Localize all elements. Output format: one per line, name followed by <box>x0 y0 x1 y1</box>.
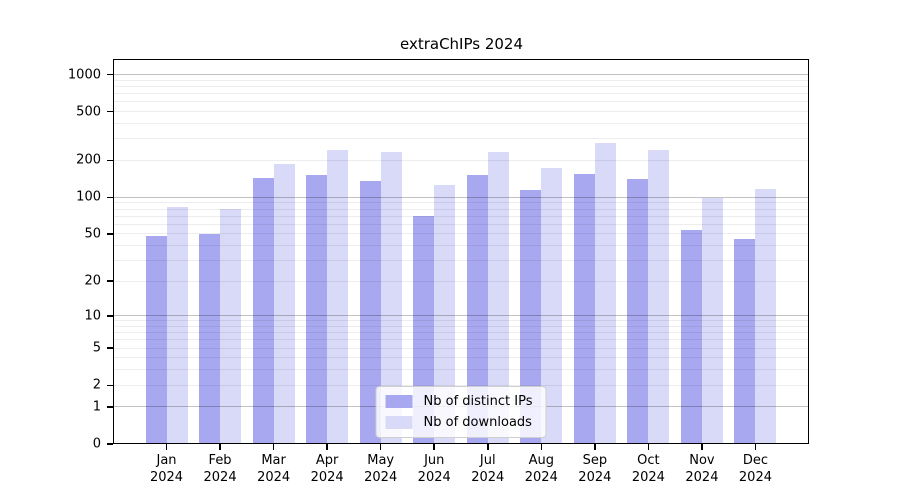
x-tick-oct-2024 <box>647 444 650 450</box>
x-tick-label-nov-2024: Nov 2024 <box>685 453 719 486</box>
y-tick-label-5: 5 <box>92 340 101 356</box>
bar-nb-of-distinct-ips-oct-2024 <box>627 179 649 444</box>
y-tick-0 <box>107 443 113 445</box>
x-tick-jul-2024 <box>487 444 489 450</box>
x-tick-mar-2024 <box>272 444 275 450</box>
y-tick-50 <box>107 233 113 235</box>
y-tick-200 <box>107 159 113 162</box>
legend-label-distinct-ips: Nb of distinct IPs <box>423 394 533 409</box>
bar-nb-of-distinct-ips-dec-2024 <box>734 239 756 444</box>
y-tick-label-50: 50 <box>84 226 101 242</box>
bar-nb-of-distinct-ips-may-2024 <box>359 180 381 444</box>
y-tick-label-20: 20 <box>84 273 101 289</box>
bar-nb-of-distinct-ips-nov-2024 <box>680 229 702 444</box>
y-tick-1000 <box>107 73 113 76</box>
x-tick-label-may-2024: May 2024 <box>364 453 398 486</box>
legend-item-distinct-ips: Nb of distinct IPs <box>385 394 533 409</box>
x-tick-label-mar-2024: Mar 2024 <box>257 453 291 486</box>
x-tick-aug-2024 <box>540 444 543 450</box>
x-tick-nov-2024 <box>701 444 703 450</box>
bar-nb-of-downloads-jan-2024 <box>166 207 188 444</box>
bar-nb-of-downloads-aug-2024 <box>541 167 563 444</box>
bar-nb-of-distinct-ips-jan-2024 <box>145 235 167 444</box>
bar-nb-of-distinct-ips-sep-2024 <box>573 174 595 444</box>
x-tick-apr-2024 <box>326 444 328 450</box>
y-tick-label-200: 200 <box>76 152 101 168</box>
bars-layer <box>113 59 809 444</box>
x-tick-label-jun-2024: Jun 2024 <box>417 453 451 486</box>
x-tick-jun-2024 <box>433 444 435 450</box>
bar-nb-of-downloads-jul-2024 <box>487 151 509 444</box>
bar-nb-of-downloads-mar-2024 <box>273 164 295 444</box>
x-tick-label-apr-2024: Apr 2024 <box>310 453 344 486</box>
legend-swatch-downloads <box>385 416 413 429</box>
bar-nb-of-downloads-feb-2024 <box>220 209 242 444</box>
x-tick-label-sep-2024: Sep 2024 <box>578 453 612 486</box>
bar-nb-of-downloads-dec-2024 <box>755 189 777 444</box>
bar-nb-of-downloads-apr-2024 <box>327 150 349 444</box>
bar-nb-of-downloads-may-2024 <box>380 152 402 444</box>
legend-label-downloads: Nb of downloads <box>423 415 532 430</box>
bar-nb-of-distinct-ips-jul-2024 <box>466 175 488 444</box>
y-tick-label-100: 100 <box>76 189 101 205</box>
y-tick-label-1: 1 <box>92 399 101 415</box>
y-tick-label-0: 0 <box>92 436 101 452</box>
y-tick-label-1000: 1000 <box>67 67 101 83</box>
x-tick-label-jan-2024: Jan 2024 <box>149 453 184 486</box>
y-tick-label-500: 500 <box>76 104 101 120</box>
legend-swatch-distinct-ips <box>385 395 413 408</box>
x-tick-sep-2024 <box>594 444 596 450</box>
x-tick-label-oct-2024: Oct 2024 <box>631 453 665 486</box>
chart-title: extraChIPs 2024 <box>399 35 524 53</box>
y-tick-label-10: 10 <box>84 308 101 324</box>
bar-nb-of-distinct-ips-feb-2024 <box>199 233 221 444</box>
bar-nb-of-distinct-ips-aug-2024 <box>520 189 542 444</box>
x-tick-label-jul-2024: Jul 2024 <box>471 453 505 486</box>
bar-nb-of-downloads-nov-2024 <box>701 198 723 444</box>
x-tick-feb-2024 <box>219 444 221 450</box>
bar-nb-of-distinct-ips-apr-2024 <box>306 175 328 444</box>
y-tick-20 <box>107 280 113 282</box>
x-axis: Jan 2024 Feb 2024 Mar 2024 Apr 2024 May 2024… <box>113 59 809 485</box>
bar-nb-of-downloads-oct-2024 <box>648 149 670 444</box>
y-axis: 0 1 2 5 10 20 50 100 200 500 1000 <box>68 59 809 452</box>
legend-item-downloads: Nb of downloads <box>385 415 533 430</box>
x-tick-label-dec-2024: Dec 2024 <box>738 453 772 486</box>
x-tick-jan-2024 <box>165 444 168 450</box>
y-tick-500 <box>107 110 113 113</box>
y-tick-1 <box>107 406 113 408</box>
x-tick-dec-2024 <box>754 444 757 450</box>
bar-nb-of-downloads-jun-2024 <box>434 185 456 444</box>
y-tick-2 <box>107 384 113 387</box>
x-tick-label-feb-2024: Feb 2024 <box>203 453 237 486</box>
y-tick-label-2: 2 <box>92 377 101 393</box>
x-tick-may-2024 <box>379 444 382 450</box>
bar-nb-of-distinct-ips-mar-2024 <box>252 177 274 444</box>
x-tick-label-aug-2024: Aug 2024 <box>524 453 558 486</box>
y-tick-10 <box>107 315 113 317</box>
y-tick-5 <box>107 347 113 349</box>
y-tick-100 <box>107 196 113 199</box>
legend: Nb of distinct IPs Nb of downloads <box>375 386 547 438</box>
plot-area: 0 1 2 5 10 20 50 100 200 500 1000 Jan 2024 Feb 2024… <box>68 59 809 485</box>
bar-nb-of-downloads-sep-2024 <box>594 142 616 444</box>
